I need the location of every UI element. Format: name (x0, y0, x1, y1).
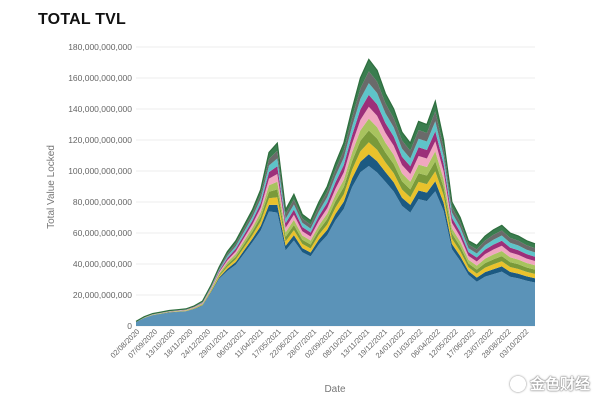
y-tick-label: 160,000,000,000 (68, 73, 132, 83)
y-tick-label: 100,000,000,000 (68, 166, 132, 176)
y-tick-label: 0 (127, 321, 132, 331)
y-tick-label: 180,000,000,000 (68, 42, 132, 52)
watermark-text: 金色财经 (529, 376, 590, 393)
y-tick-label: 60,000,000,000 (73, 228, 132, 238)
gold-coin-icon (509, 375, 526, 392)
area-layer-1 (136, 166, 535, 326)
y-tick-label: 40,000,000,000 (73, 259, 132, 269)
total-outline (135, 58, 536, 322)
x-tick-labels: 02/08/202007/09/202013/10/202018/11/2020… (109, 327, 531, 360)
watermark-logo: 金色财经 (509, 373, 590, 394)
y-tick-labels: 0 20,000,000,000 40,000,000,000 60,000,000,… (68, 42, 132, 331)
chart-title: TOTAL TVL (38, 11, 127, 28)
stacked-areas (135, 58, 536, 326)
y-tick-label: 140,000,000,000 (68, 104, 132, 114)
x-axis-label: Date (324, 384, 346, 395)
y-tick-label: 20,000,000,000 (73, 290, 132, 300)
y-tick-label: 80,000,000,000 (73, 197, 132, 207)
y-tick-label: 120,000,000,000 (68, 135, 132, 145)
y-axis-label: Total Value Locked (46, 145, 57, 229)
